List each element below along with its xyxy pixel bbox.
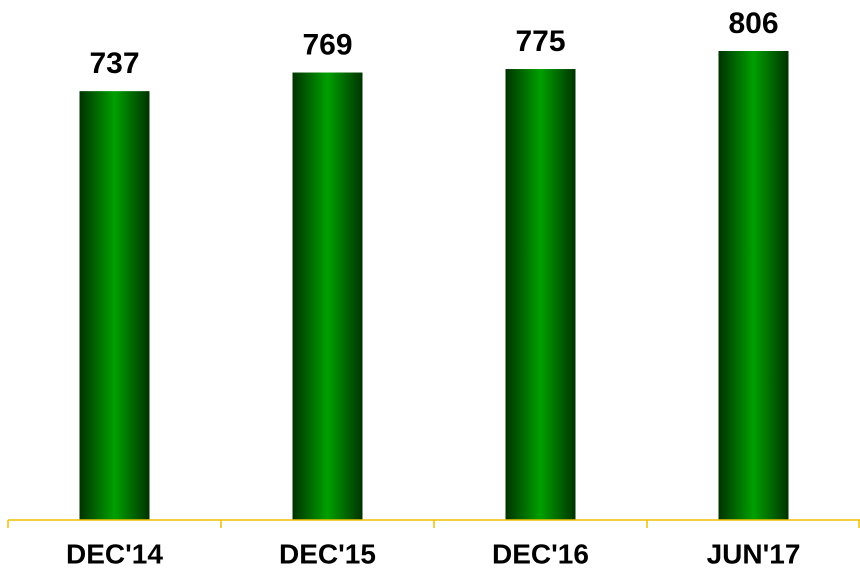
value-label: 775 (515, 25, 565, 58)
value-label: 806 (728, 7, 778, 40)
x-tick-label: JUN'17 (707, 538, 801, 569)
bar (79, 91, 150, 521)
value-label: 737 (89, 47, 139, 80)
x-tick-label: DEC'16 (492, 538, 589, 569)
bar (505, 69, 576, 521)
x-tick-label: DEC'14 (66, 538, 163, 569)
bar (718, 51, 789, 520)
value-label: 769 (302, 28, 352, 61)
x-tick-label: DEC'15 (279, 538, 376, 569)
bar (292, 72, 363, 520)
